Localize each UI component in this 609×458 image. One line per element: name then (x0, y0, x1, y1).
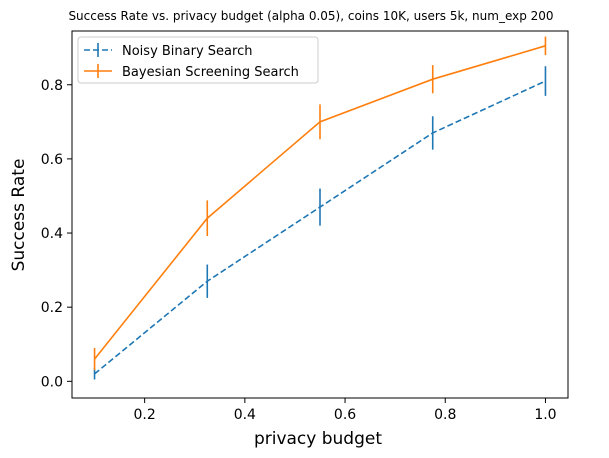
legend-entry-label: Bayesian Screening Search (122, 65, 299, 80)
y-tick-label: 0.6 (41, 152, 63, 168)
legend-entry-label: Noisy Binary Search (122, 44, 252, 59)
x-tick-label: 0.2 (134, 407, 156, 423)
x-tick-label: 0.4 (234, 407, 256, 423)
y-tick-label: 0.8 (41, 78, 63, 94)
axes-frame (71, 30, 569, 399)
x-tick-label: 0.8 (434, 407, 456, 423)
y-tick-label: 0.0 (41, 374, 63, 390)
y-tick-label: 0.4 (41, 226, 63, 242)
x-tick-label: 1.0 (534, 407, 556, 423)
legend-box (77, 36, 319, 84)
chart-title: Success Rate vs. privacy budget (alpha 0… (68, 9, 553, 23)
x-axis-label: privacy budget (254, 429, 382, 449)
plot-area: 0.2 0.4 0.6 0.8 1.0 0.0 0.2 0.4 0.6 0.8 (41, 30, 569, 423)
y-axis-label: Success Rate (9, 159, 29, 272)
legend: Noisy Binary Search Bayesian Screening Se… (77, 36, 319, 84)
x-tick-label: 0.6 (334, 407, 356, 423)
y-tick-label: 0.2 (41, 300, 63, 316)
